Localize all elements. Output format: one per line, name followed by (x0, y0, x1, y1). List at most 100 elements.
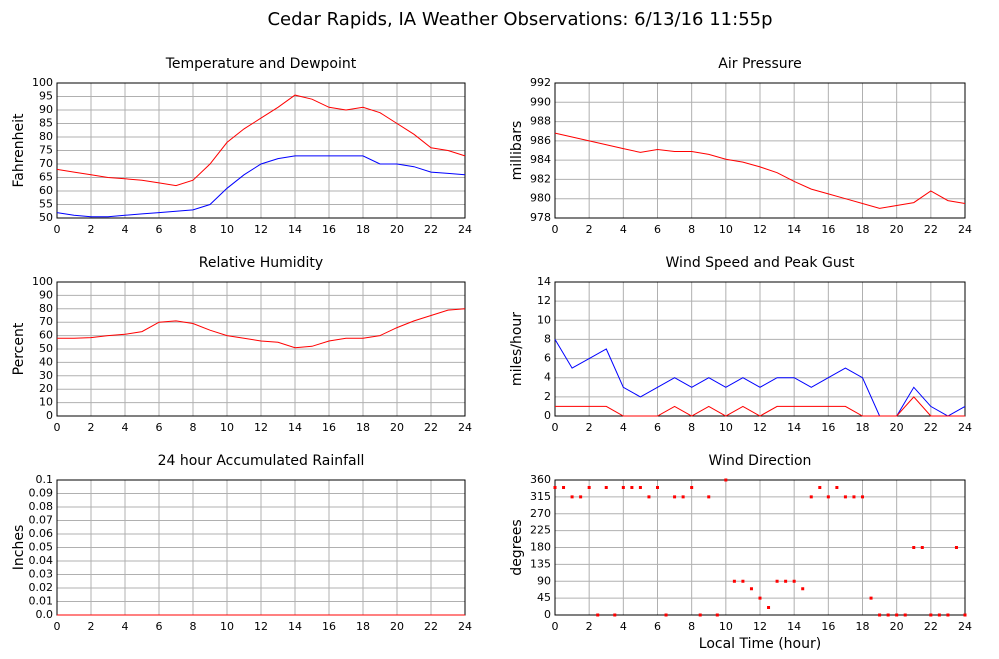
x-tick-label: 10 (220, 620, 234, 633)
point (929, 613, 933, 617)
series-line (555, 396, 965, 417)
y-tick-label: 0.06 (29, 527, 54, 540)
x-tick-label: 6 (156, 620, 163, 633)
x-tick-label: 16 (322, 421, 336, 434)
point (861, 495, 864, 499)
y-tick-label: 225 (530, 524, 551, 537)
x-tick-label: 14 (787, 421, 801, 434)
chart-title: Wind Speed and Peak Gust (666, 255, 855, 271)
point (638, 486, 642, 489)
chart-title: Wind Direction (709, 453, 812, 469)
x-tick-label: 14 (288, 620, 302, 633)
chart-title: 24 hour Accumulated Rainfall (158, 453, 365, 469)
y-tick-label: 0.08 (29, 500, 54, 513)
y-tick-label: 70 (39, 315, 53, 328)
y-tick-label: 65 (39, 171, 53, 184)
y-tick-label: 0.1 (36, 473, 54, 486)
y-tick-label: 135 (530, 557, 551, 570)
y-tick-label: 60 (39, 184, 53, 197)
point (724, 478, 728, 482)
y-tick-label: 0.09 (29, 487, 54, 500)
chart-title: Temperature and Dewpoint (165, 56, 357, 72)
x-tick-label: 22 (424, 620, 438, 633)
y-tick-label: 8 (544, 332, 551, 345)
x-tick-label: 0 (54, 223, 61, 236)
x-tick-label: 6 (654, 223, 661, 236)
point (895, 613, 899, 617)
x-tick-label: 4 (122, 223, 129, 236)
y-axis-label: millibars (509, 121, 525, 181)
y-tick-label: 0.05 (29, 541, 54, 554)
main-title: Cedar Rapids, IA Weather Observations: 6… (267, 9, 772, 30)
point (937, 613, 941, 617)
point (570, 495, 574, 499)
x-axis-label: Local Time (hour) (699, 636, 821, 652)
y-tick-label: 0.04 (29, 554, 54, 567)
point (767, 606, 771, 609)
y-tick-label: 10 (537, 313, 551, 326)
x-tick-label: 22 (924, 223, 938, 236)
y-tick-label: 4 (544, 371, 551, 384)
y-tick-label: 45 (537, 591, 551, 604)
y-tick-label: 2 (544, 390, 551, 403)
x-tick-label: 2 (88, 620, 95, 633)
point (732, 579, 736, 583)
y-tick-label: 100 (32, 76, 53, 89)
y-tick-label: 0.03 (29, 568, 54, 581)
y-axis-label: Inches (11, 525, 27, 570)
x-tick-label: 8 (688, 421, 695, 434)
x-tick-label: 16 (322, 620, 336, 633)
x-tick-label: 20 (390, 223, 404, 236)
point (681, 495, 685, 499)
point (647, 495, 651, 499)
x-tick-label: 10 (719, 620, 733, 633)
x-tick-label: 18 (356, 223, 370, 236)
y-axis-label: miles/hour (509, 312, 525, 386)
x-tick-label: 18 (356, 421, 370, 434)
y-tick-label: 982 (530, 172, 551, 185)
x-tick-label: 0 (552, 223, 559, 236)
x-tick-label: 22 (424, 223, 438, 236)
point (553, 486, 557, 489)
x-tick-label: 24 (458, 223, 472, 236)
point (835, 486, 839, 489)
plot-frame (554, 479, 966, 616)
y-tick-label: 85 (39, 117, 53, 130)
y-tick-label: 180 (530, 541, 551, 554)
y-axis-label: degrees (509, 519, 525, 575)
y-tick-label: 0 (46, 409, 53, 422)
y-tick-label: 70 (39, 157, 53, 170)
x-tick-label: 24 (958, 223, 972, 236)
y-tick-label: 315 (530, 490, 551, 503)
point (903, 613, 907, 617)
x-tick-label: 18 (856, 620, 870, 633)
x-tick-label: 4 (620, 223, 627, 236)
x-tick-label: 12 (254, 620, 268, 633)
x-tick-label: 8 (190, 421, 197, 434)
y-tick-label: 986 (530, 134, 551, 147)
point (613, 613, 617, 617)
x-tick-label: 18 (856, 223, 870, 236)
point (604, 486, 608, 489)
chart-title: Air Pressure (718, 56, 801, 72)
y-tick-label: 988 (530, 115, 551, 128)
x-tick-label: 10 (220, 223, 234, 236)
series-line (57, 308, 466, 349)
y-axis-label: Percent (11, 322, 27, 375)
y-tick-label: 100 (32, 275, 53, 288)
point (749, 587, 753, 591)
point (809, 495, 813, 499)
point (707, 495, 711, 499)
chart-title: Relative Humidity (199, 255, 323, 271)
point (741, 579, 745, 583)
x-tick-label: 16 (821, 223, 835, 236)
y-tick-label: 12 (537, 294, 551, 307)
x-tick-label: 4 (620, 421, 627, 434)
x-tick-label: 16 (322, 223, 336, 236)
x-tick-label: 4 (122, 421, 129, 434)
point (818, 486, 822, 489)
point (869, 596, 873, 600)
y-tick-label: 6 (544, 352, 551, 365)
y-tick-label: 0 (544, 409, 551, 422)
